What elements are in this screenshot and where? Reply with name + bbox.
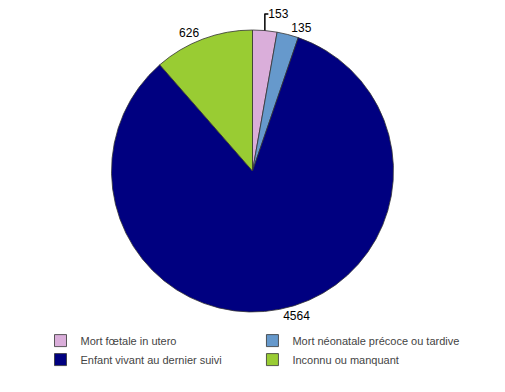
svg-text:Mort fœtale in utero: Mort fœtale in utero <box>81 335 177 347</box>
svg-text:135: 135 <box>291 21 311 35</box>
svg-text:Enfant vivant au dernier suivi: Enfant vivant au dernier suivi <box>81 354 222 366</box>
svg-text:626: 626 <box>179 26 199 40</box>
svg-text:4564: 4564 <box>283 309 310 323</box>
svg-text:Mort néonatale précoce ou tard: Mort néonatale précoce ou tardive <box>292 335 459 347</box>
svg-text:153: 153 <box>268 7 288 21</box>
svg-text:Inconnu ou manquant: Inconnu ou manquant <box>292 354 398 366</box>
